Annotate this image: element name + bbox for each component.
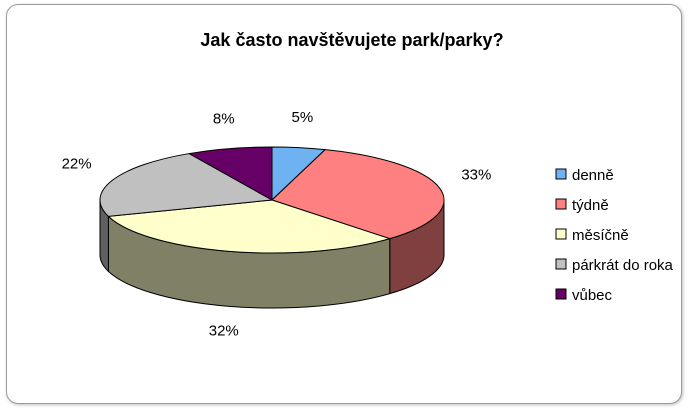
- pct-label-2: 32%: [209, 323, 239, 340]
- legend-label-2: měsíčně: [572, 227, 629, 244]
- legend-label-3: párkrát do roka: [572, 257, 674, 274]
- legend-label-0: denně: [572, 167, 614, 184]
- pct-label-0: 5%: [292, 109, 314, 126]
- pie-slice-4: [188, 146, 273, 201]
- pct-label-1: 33%: [461, 167, 491, 184]
- pct-label-3: 22%: [62, 155, 92, 172]
- pie-sides: [99, 199, 445, 309]
- legend-swatch-0: [555, 168, 567, 180]
- legend-swatch-2: [555, 228, 567, 240]
- legend: denně týdně měsíčně párkrát do roka vůbec: [555, 167, 674, 304]
- chart-title: Jak často navštěvujete park/parky?: [200, 30, 503, 50]
- legend-swatch-3: [555, 258, 567, 270]
- pie-slice-2: [107, 199, 391, 254]
- legend-label-4: vůbec: [572, 287, 613, 304]
- pie-tops: [99, 146, 445, 254]
- legend-label-1: týdně: [572, 197, 609, 214]
- legend-swatch-4: [555, 288, 567, 300]
- pie-slice-3: [99, 153, 273, 217]
- pie-slice-1: [271, 149, 445, 240]
- pie-labels: 5% 33% 32% 22% 8%: [62, 109, 492, 340]
- legend-swatch-1: [555, 198, 567, 210]
- pct-label-4: 8%: [213, 110, 235, 127]
